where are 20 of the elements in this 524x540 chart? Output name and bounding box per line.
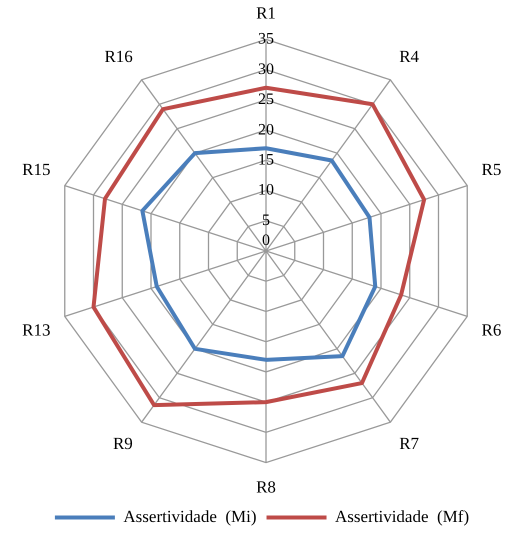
y-tick-label: 5 <box>262 212 270 229</box>
y-tick-label: 25 <box>258 91 274 108</box>
y-tick-label: 35 <box>258 30 274 48</box>
spoke-label: R8 <box>256 477 276 496</box>
y-tick-label: 20 <box>258 121 274 138</box>
spoke-label: R1 <box>256 4 276 23</box>
spoke-label: R9 <box>112 434 133 453</box>
y-tick-label: 0 <box>262 232 270 250</box>
spoke-label: R5 <box>482 160 502 180</box>
legend-label: Assertividade (Mf) <box>335 506 470 526</box>
y-tick-label: 10 <box>258 182 274 199</box>
spoke-label: R7 <box>399 434 420 453</box>
legend-label: Assertividade (Mi) <box>123 506 257 526</box>
spoke-label: R15 <box>22 160 50 180</box>
spoke-label: R16 <box>104 46 133 66</box>
y-tick-label: 15 <box>258 152 274 169</box>
spoke-label: R13 <box>22 320 50 340</box>
spoke-label: R6 <box>482 320 502 340</box>
spoke-label: R4 <box>399 46 420 66</box>
y-tick-label: 30 <box>258 60 274 78</box>
